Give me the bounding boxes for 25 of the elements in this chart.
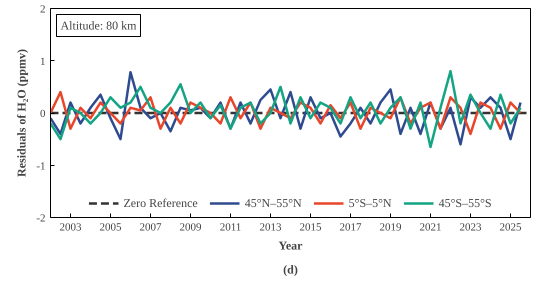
annotation: Altitude: 80 km [60, 18, 138, 32]
y-tick-label: 2 [40, 4, 46, 16]
legend-label: 45°S–55°S [438, 196, 492, 210]
x-axis-title: Year [278, 238, 304, 252]
y-tick-label: 1 [40, 56, 46, 68]
x-tick-label: 2015 [300, 222, 322, 234]
x-tick-label: 2017 [340, 222, 362, 234]
y-tick-label: 0 [40, 108, 46, 120]
x-tick-label: 2019 [380, 222, 402, 234]
x-tick-label: 2009 [180, 222, 202, 234]
x-tick-label: 2005 [100, 222, 122, 234]
y-axis-title: Residuals of H₂O (ppmv) [14, 49, 28, 177]
y-tick-label: -1 [36, 160, 46, 172]
x-tick-label: 2011 [220, 222, 242, 234]
legend-label: 45°N–55°N [244, 196, 302, 210]
x-tick-label: 2013 [260, 222, 282, 234]
y-tick-label: -2 [36, 212, 46, 224]
legend-label: Zero Reference [123, 196, 198, 210]
x-tick-label: 2003 [60, 222, 82, 234]
legend-label: 5°S–5°N [348, 196, 392, 210]
text: (d) [283, 262, 298, 276]
x-tick-label: 2025 [500, 222, 522, 234]
x-tick-label: 2007 [140, 222, 162, 234]
x-tick-label: 2023 [460, 222, 482, 234]
x-tick-label: 2021 [420, 222, 442, 234]
